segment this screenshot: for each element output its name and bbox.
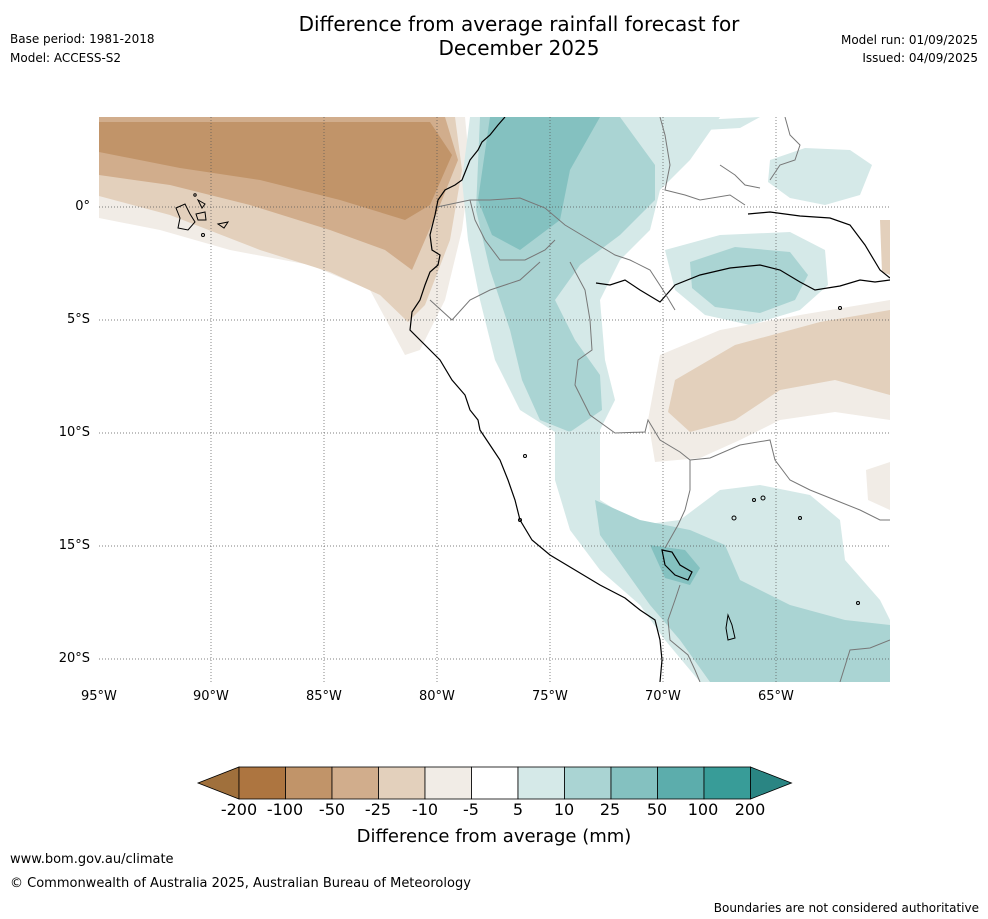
title-line-1: Difference from average rainfall forecas… [298,12,740,36]
colorbar-swatch [703,766,751,800]
lon-label-90w: 90°W [193,689,229,704]
lon-label-80w: 80°W [419,689,455,704]
model-name: Model: ACCESS-S2 [10,51,122,65]
colorbar-extend-high [750,766,793,800]
title-line-2: December 2025 [438,36,600,60]
dry-region-east-far [880,220,890,275]
colorbar-swatch [471,766,519,800]
colorbar-swatch [564,766,612,800]
colorbar-title: Difference from average (mm) [356,826,632,847]
dry-region-southeast-light [866,462,890,510]
colorbar-extend-low [196,766,240,800]
amazon-river [595,264,890,303]
country-borders [429,117,890,682]
wet-region-north-light [768,148,872,205]
lon-label-85w: 85°W [306,689,342,704]
lake-poopo [725,613,736,641]
colorbar-swatch [285,766,333,800]
lat-label-10s: 10°S [58,425,90,440]
colorbar-tick: -25 [364,800,392,819]
lat-label-20s: 20°S [58,651,90,666]
colorbar-swatch [424,766,472,800]
colorbar-swatch [517,766,565,800]
colorbar-tick: 25 [599,800,621,819]
rainfall-anomaly-field [99,117,890,682]
colorbar-tick: 100 [687,800,719,819]
lon-label-65w: 65°W [758,689,794,704]
lon-label-95w: 95°W [81,689,117,704]
colorbar-tick: 50 [646,800,668,819]
lon-label-75w: 75°W [532,689,568,704]
galapagos-islands [175,193,230,237]
colorbar-swatch [238,766,286,800]
issued-date: Issued: 04/09/2025 [862,51,978,65]
colorbar-tick: -50 [318,800,346,819]
lat-label-0: 0° [75,199,90,214]
map-title: Difference from average rainfall forecas… [219,12,819,60]
copyright-notice: © Commonwealth of Australia 2025, Austra… [10,876,471,891]
colorbar-swatch [331,766,379,800]
small-lakes [518,306,860,605]
dry-region-east-moderate [668,310,890,432]
coastline-pacific [409,117,663,682]
colorbar-tick: 10 [553,800,575,819]
boundaries-disclaimer: Boundaries are not considered authoritat… [713,901,979,915]
dry-region-pacific-core [99,122,452,220]
coastline-caribbean [747,211,890,279]
lat-label-5s: 5°S [66,312,90,327]
website-link[interactable]: www.bom.gov.au/climate [10,852,174,867]
colorbar-tick: 5 [512,800,524,819]
lon-label-70w: 70°W [645,689,681,704]
lake-titicaca [661,549,693,581]
colorbar-tick: -200 [220,800,258,819]
colorbar-swatch [610,766,658,800]
colorbar-tick: -100 [266,800,304,819]
lat-label-15s: 15°S [58,538,90,553]
wet-region-andes-strong [478,117,600,250]
wet-region-amazon-moderate [690,247,808,313]
colorbar-tick: -10 [411,800,439,819]
base-period: Base period: 1981-2018 [10,32,155,46]
colorbar-swatch [378,766,426,800]
model-run: Model run: 01/09/2025 [840,33,978,47]
graticule [99,117,890,682]
wet-region-north-small [700,117,760,130]
colorbar-tick: 200 [734,800,766,819]
colorbar-swatch [657,766,705,800]
colorbar-tick: -5 [463,800,479,819]
wet-region-bolivia-moderate [595,500,890,682]
colorbar [196,766,793,800]
